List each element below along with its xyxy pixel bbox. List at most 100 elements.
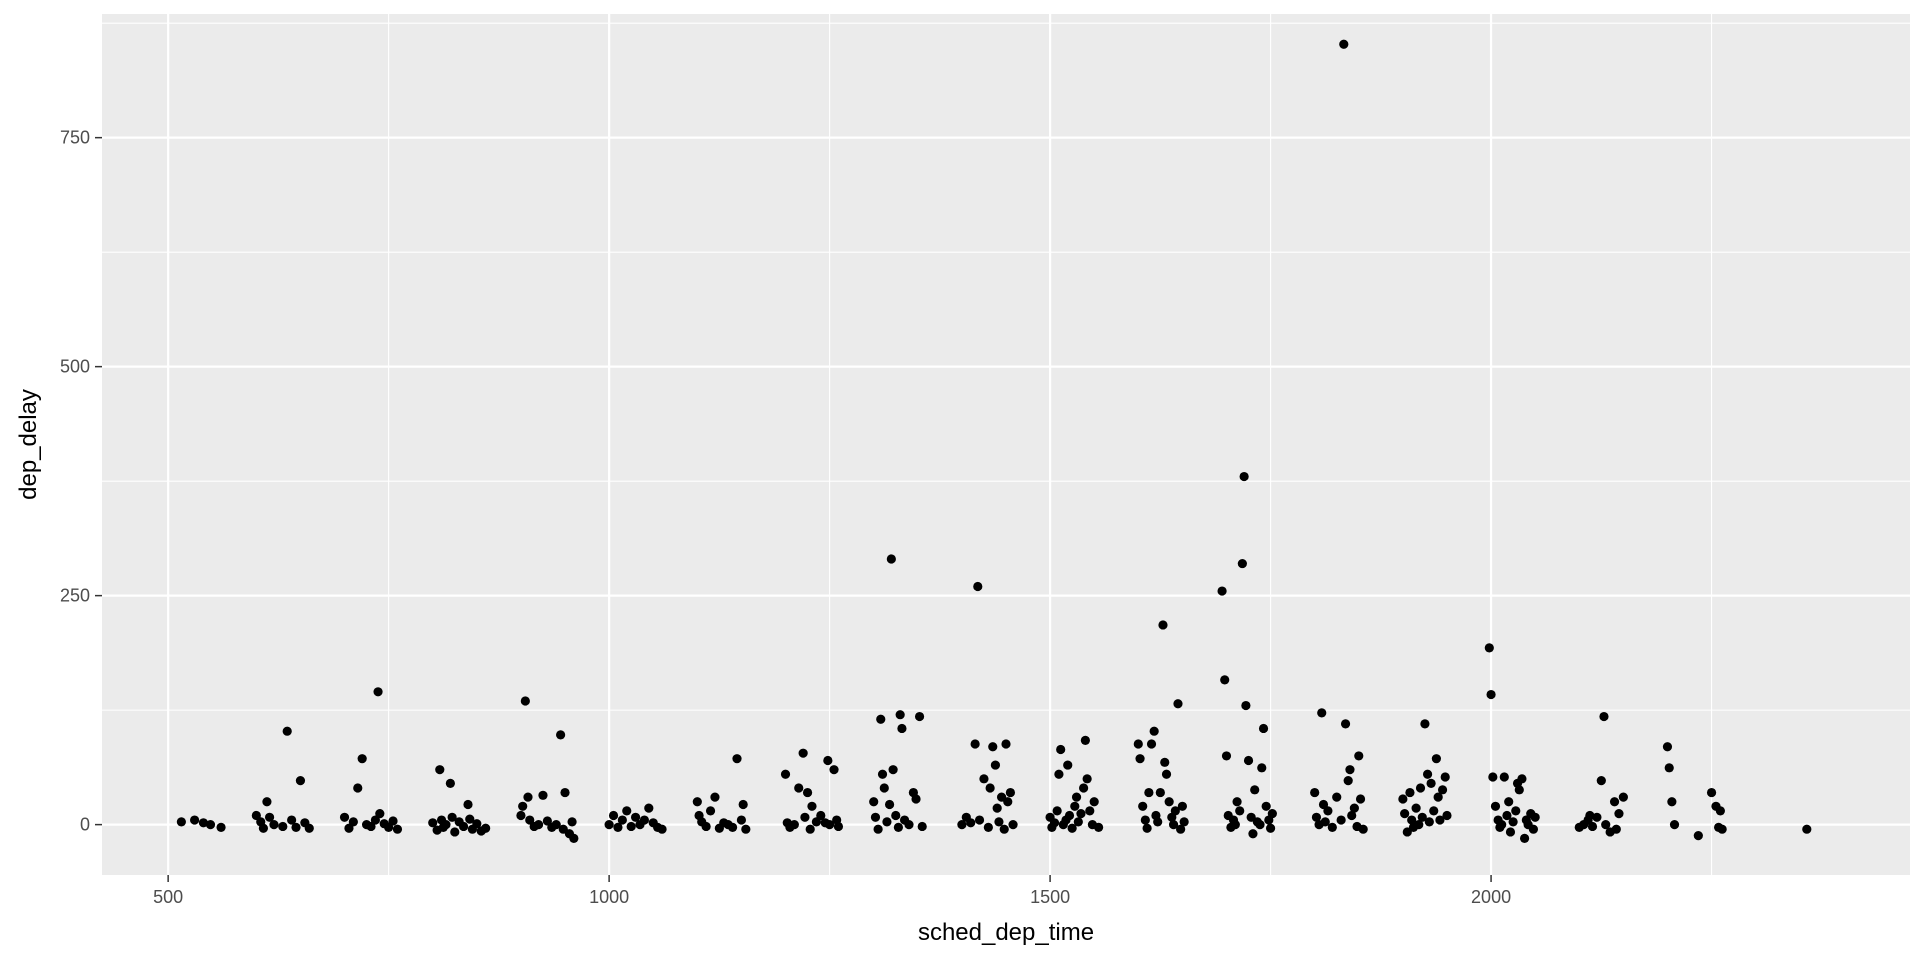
data-point <box>304 823 314 833</box>
data-point <box>884 799 895 810</box>
data-point <box>1530 812 1540 822</box>
data-point <box>1079 783 1089 793</box>
data-point <box>295 776 306 786</box>
y-tick-label: 750 <box>60 128 90 148</box>
major-gridlines <box>102 14 1910 875</box>
data-point <box>985 783 995 793</box>
data-point <box>1241 700 1251 711</box>
data-point <box>1158 620 1168 630</box>
data-point <box>811 817 821 827</box>
data-point <box>877 769 888 779</box>
data-point <box>1442 810 1452 821</box>
data-point <box>388 816 398 826</box>
data-point <box>216 822 226 832</box>
data-point <box>732 754 742 764</box>
x-tick-label: 1000 <box>589 887 629 907</box>
data-point <box>727 822 738 832</box>
data-point <box>373 687 383 697</box>
data-point <box>1490 801 1501 811</box>
data-point <box>1001 739 1011 749</box>
data-point <box>692 797 702 807</box>
data-point <box>1435 815 1445 825</box>
data-point <box>525 815 535 825</box>
data-point <box>1323 806 1333 816</box>
data-point <box>1499 772 1509 782</box>
data-point <box>1505 827 1516 837</box>
data-point <box>1407 815 1417 825</box>
data-point <box>291 822 301 832</box>
data-point <box>1085 806 1095 816</box>
data-point <box>1662 742 1673 752</box>
data-point <box>1347 810 1357 821</box>
data-point <box>1488 772 1498 782</box>
data-point <box>463 799 473 810</box>
data-point <box>1140 815 1150 825</box>
data-point <box>829 765 839 775</box>
data-point <box>560 787 570 798</box>
data-point <box>1601 820 1611 830</box>
data-point <box>1405 787 1415 798</box>
data-point <box>447 812 457 822</box>
data-point <box>344 823 354 833</box>
data-point <box>970 739 980 749</box>
data-point <box>1255 820 1265 830</box>
data-point <box>1317 708 1327 718</box>
data-point <box>198 818 209 828</box>
data-point <box>205 820 216 830</box>
data-point <box>1008 820 1018 830</box>
x-tick-label: 1500 <box>1030 887 1070 907</box>
data-point <box>789 820 799 830</box>
data-point <box>873 824 883 834</box>
data-point <box>551 820 561 830</box>
data-point <box>1345 765 1355 775</box>
data-point <box>1437 785 1448 795</box>
data-point <box>990 760 1001 770</box>
data-point <box>701 821 711 832</box>
data-point <box>999 824 1009 834</box>
data-point <box>472 819 482 829</box>
x-tick-label: 2000 <box>1471 887 1511 907</box>
data-point <box>1514 785 1524 795</box>
data-point <box>465 814 475 824</box>
data-point <box>1155 787 1165 798</box>
data-point <box>1164 797 1174 807</box>
data-point <box>798 748 808 758</box>
y-tick-label: 500 <box>60 357 90 377</box>
data-point <box>1592 812 1602 822</box>
data-point <box>1258 723 1269 734</box>
data-point <box>538 790 548 800</box>
data-point <box>1429 806 1439 816</box>
data-point <box>992 803 1002 813</box>
data-point <box>1052 806 1062 816</box>
data-point <box>833 821 844 832</box>
data-point <box>1414 820 1424 830</box>
data-point <box>617 815 627 825</box>
data-point <box>1071 792 1082 802</box>
data-point <box>1426 778 1436 789</box>
data-point <box>870 812 881 822</box>
data-point <box>1664 763 1674 773</box>
data-point <box>435 765 445 775</box>
minor-gridlines <box>102 14 1910 875</box>
data-point <box>613 822 623 832</box>
data-point <box>278 821 288 832</box>
y-axis-tick-labels: 0 250 500 750 <box>60 128 90 835</box>
data-point <box>1232 797 1242 807</box>
data-point <box>1318 799 1329 810</box>
data-point <box>780 769 791 779</box>
data-point <box>1257 763 1267 773</box>
data-point <box>979 774 989 784</box>
data-point <box>262 797 272 807</box>
data-point <box>807 801 817 811</box>
data-point <box>1618 792 1628 802</box>
data-point <box>264 812 275 822</box>
data-points <box>176 39 1812 843</box>
data-point <box>1596 776 1606 786</box>
data-point <box>966 818 976 828</box>
data-point <box>1056 744 1066 755</box>
axis-ticks <box>95 136 1492 882</box>
data-point <box>392 824 403 834</box>
data-point <box>1135 754 1145 764</box>
data-point <box>973 581 983 592</box>
